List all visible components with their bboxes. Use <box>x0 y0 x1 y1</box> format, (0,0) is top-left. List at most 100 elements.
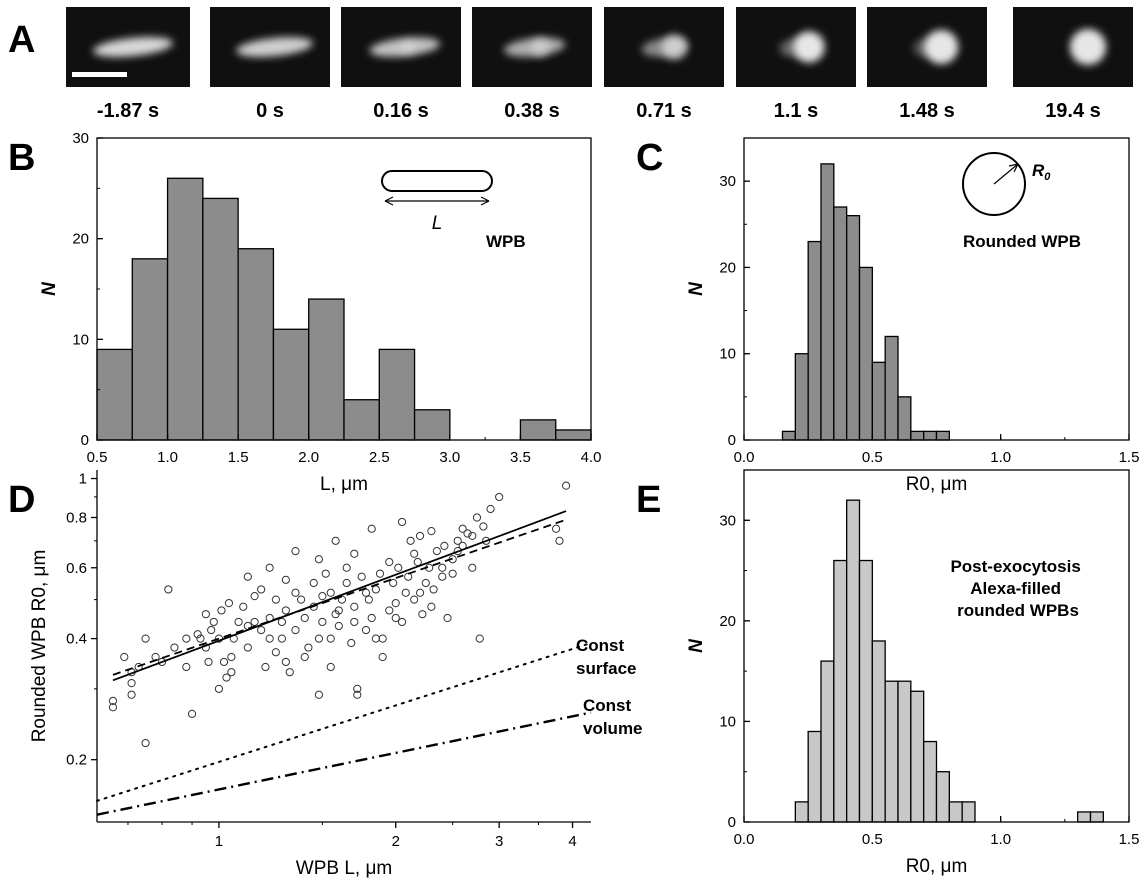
data-point <box>222 673 231 682</box>
data-point <box>378 634 387 643</box>
wpb-shape-inset: L WPB <box>381 170 526 251</box>
data-point <box>468 531 477 541</box>
frame-0-rod-signal <box>93 37 173 57</box>
data-point <box>193 630 202 639</box>
data-point <box>472 513 482 522</box>
data-point <box>318 617 327 627</box>
data-point <box>300 652 309 662</box>
y-tick-label: 20 <box>719 259 736 276</box>
y-tick-label: 0.6 <box>66 560 87 577</box>
data-point <box>201 610 210 619</box>
data-point <box>265 563 274 572</box>
frame-2-time-label: 0.16 s <box>373 100 429 122</box>
histogram-bar <box>948 801 963 823</box>
data-point <box>257 625 266 635</box>
inset-radius-sub: 0 <box>1044 171 1051 183</box>
data-point <box>443 613 452 623</box>
data-point <box>342 578 351 588</box>
data-point <box>281 606 290 615</box>
data-point <box>353 690 362 699</box>
data-point <box>209 617 218 627</box>
frame-7-round-signal <box>1070 29 1106 65</box>
data-point <box>120 652 129 662</box>
inset-radius-symbol: R0 <box>1032 161 1051 183</box>
data-point <box>196 634 205 643</box>
data-point <box>410 595 419 604</box>
const-volume-line <box>96 711 592 816</box>
data-point <box>421 578 430 588</box>
data-point <box>281 657 290 667</box>
data-point <box>378 652 387 662</box>
length-arrowheads <box>384 196 490 206</box>
x-tick-label: 3.0 <box>439 449 460 466</box>
data-point <box>127 690 136 699</box>
x-tick-label: 0.5 <box>87 449 108 466</box>
data-point <box>385 606 394 615</box>
data-point <box>281 575 290 584</box>
histogram-bar <box>910 430 925 441</box>
data-point <box>401 588 410 597</box>
histogram-bar <box>961 801 976 823</box>
data-point <box>141 634 150 643</box>
data-point <box>296 595 306 604</box>
radius-arrow-icon <box>993 163 1019 185</box>
data-point <box>453 536 462 545</box>
x-tick-label: 4.0 <box>581 449 602 466</box>
data-point <box>350 549 359 558</box>
frame-1-rod-signal <box>236 37 313 57</box>
frame-1-time-label: 0 s <box>256 100 284 122</box>
y-tick-label: 30 <box>72 130 89 147</box>
panel-label-e: E <box>636 479 661 521</box>
data-point <box>551 524 561 533</box>
x-tick-label: 3 <box>495 833 503 850</box>
data-point <box>321 569 330 578</box>
data-point <box>285 668 294 677</box>
data-point <box>204 657 213 667</box>
histogram-bar <box>846 499 861 823</box>
y-tick-label: 20 <box>719 613 736 630</box>
data-point <box>357 572 366 581</box>
x-axis-label: WPB L, μm <box>296 858 392 879</box>
data-point <box>561 481 571 490</box>
y-tick-label: 0 <box>728 814 736 831</box>
chart-c-radius-histogram: 0.0 0.5 1.0 1.5 0 10 20 30 R0, μm N <box>686 137 1139 495</box>
data-point <box>427 527 436 536</box>
data-point <box>127 679 136 688</box>
fit-line <box>112 510 567 682</box>
const-surface-label: Const surface <box>576 636 636 678</box>
histogram-bar <box>794 801 809 823</box>
histogram-bar <box>96 348 133 441</box>
histogram-bar <box>807 730 822 823</box>
inset-wpb-caption: WPB <box>486 232 526 251</box>
data-point <box>271 595 280 604</box>
histogram-bar <box>884 335 899 441</box>
histogram-bar <box>871 361 886 441</box>
histogram-bar <box>820 660 835 823</box>
data-point <box>157 657 167 667</box>
data-point <box>415 531 425 541</box>
x-tick-label: 1.0 <box>990 831 1011 848</box>
histogram-bar <box>884 680 899 823</box>
data-point <box>481 536 491 545</box>
histogram-bar <box>378 348 416 441</box>
histogram-bar <box>237 248 275 441</box>
data-point <box>334 606 343 615</box>
data-point <box>337 595 347 604</box>
y-axis-label: Rounded WPB R0, μm <box>29 550 50 743</box>
data-point <box>214 684 224 693</box>
frame-5-round-signal <box>793 31 825 63</box>
y-tick-label: 0 <box>81 432 89 449</box>
post-exocytosis-annotation: Post-exocytosis Alexa-filled rounded WPB… <box>950 557 1085 620</box>
data-point <box>440 541 449 550</box>
data-point <box>187 709 197 718</box>
frame-3-round-signal <box>530 37 550 57</box>
inset-radius-r: R <box>1032 161 1045 180</box>
x-tick-label: 2.0 <box>298 449 319 466</box>
x-tick-label: 2.5 <box>369 449 390 466</box>
histogram-bar <box>555 429 592 441</box>
histogram-bar <box>846 215 861 441</box>
data-point <box>182 634 191 643</box>
inset-rounded-caption: Rounded WPB <box>963 232 1081 251</box>
scale-bar <box>72 72 127 77</box>
